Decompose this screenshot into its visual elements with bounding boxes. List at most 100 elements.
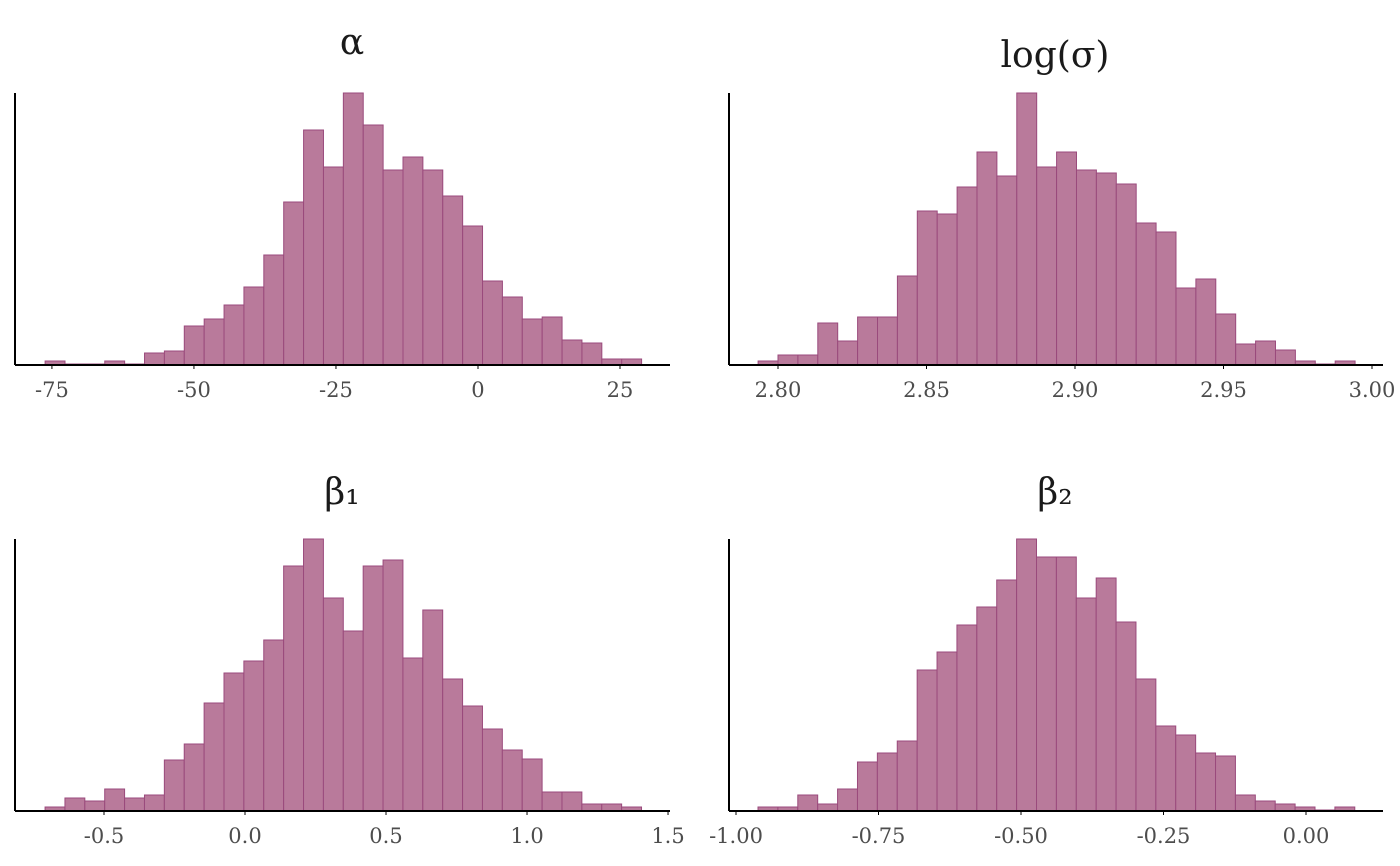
x-tick-label: 25 [607,378,634,402]
x-tick-label: 0.00 [1283,824,1330,848]
bar [916,669,938,812]
x-tick-label: -1.00 [709,824,763,848]
bar [541,316,563,366]
bar [442,195,464,366]
bar [817,803,839,812]
bar [1175,287,1197,366]
bar [521,758,543,812]
bar [896,275,918,366]
bar [1234,794,1256,812]
x-tick-label: 2.80 [755,378,802,402]
bar [1195,278,1217,366]
bar [482,280,503,366]
bar [976,606,998,812]
bar [223,304,245,366]
bar [1155,725,1177,812]
bar [303,129,324,366]
bar [877,316,898,366]
bar [777,354,799,366]
bar [144,352,165,366]
bar [856,761,878,812]
bar [996,579,1018,812]
bar [896,740,918,812]
bar [243,286,265,366]
bar [837,788,858,812]
chart-title: α [340,22,364,63]
bar [462,225,484,366]
bar [501,296,523,366]
bar [382,169,404,366]
bar [1115,183,1137,366]
x-tick-label: -0.25 [1137,824,1191,848]
x-tick-label: -50 [177,378,211,402]
bar [581,342,603,366]
bar [442,678,464,812]
bar [956,186,978,366]
bar [1274,349,1296,366]
bar [203,318,225,366]
bar [581,803,603,812]
bar [402,657,424,812]
bar [857,316,879,366]
bar [956,624,978,812]
bar [601,803,623,812]
bar [1255,340,1276,366]
bar [1155,231,1177,366]
x-tick-label: 2.85 [903,378,950,402]
bar [1175,734,1197,812]
bar [976,151,998,366]
x-tick-label: 0.5 [369,824,402,848]
bar [996,175,1018,366]
bar [362,124,384,366]
x-tick-label: -25 [319,378,353,402]
x-tick-label: 1.5 [651,824,684,848]
bar [797,794,819,812]
x-tick-label: -0.75 [852,824,906,848]
bar [283,565,305,812]
bar [1215,755,1236,812]
bar [303,538,324,812]
bar [1254,800,1276,812]
x-tick-label: 0 [471,378,484,402]
bar [561,339,583,366]
bar [1036,556,1057,812]
bar [243,660,265,812]
bar [223,672,245,812]
bar [1036,166,1058,366]
bar [817,322,839,366]
bar [541,791,563,812]
bar [936,213,958,366]
bar [84,800,106,812]
bar [521,318,543,366]
bar [1135,222,1157,366]
bar [501,749,523,812]
bar [104,788,126,812]
bar [1056,151,1077,366]
bar [382,559,404,812]
bar [1115,621,1137,812]
bar [1016,92,1038,366]
chart-title: β₂ [1037,472,1072,513]
x-tick-label: 2.95 [1200,378,1247,402]
bar [797,354,819,366]
bar [362,565,384,812]
bar [422,169,444,366]
bar [422,609,444,812]
bar [163,350,185,366]
bar [322,597,344,812]
bar [402,156,424,366]
x-tick-label: -75 [35,378,69,402]
bar [1235,343,1257,366]
bar [124,797,145,812]
bar [1095,172,1117,366]
bar [263,639,285,812]
bar [1135,678,1157,812]
bar [1215,313,1237,366]
bar [143,794,165,812]
x-tick-label: 1.0 [510,824,543,848]
x-tick-label: 0.0 [228,824,261,848]
bar [64,797,86,812]
bar [163,759,185,812]
bar [916,210,938,366]
